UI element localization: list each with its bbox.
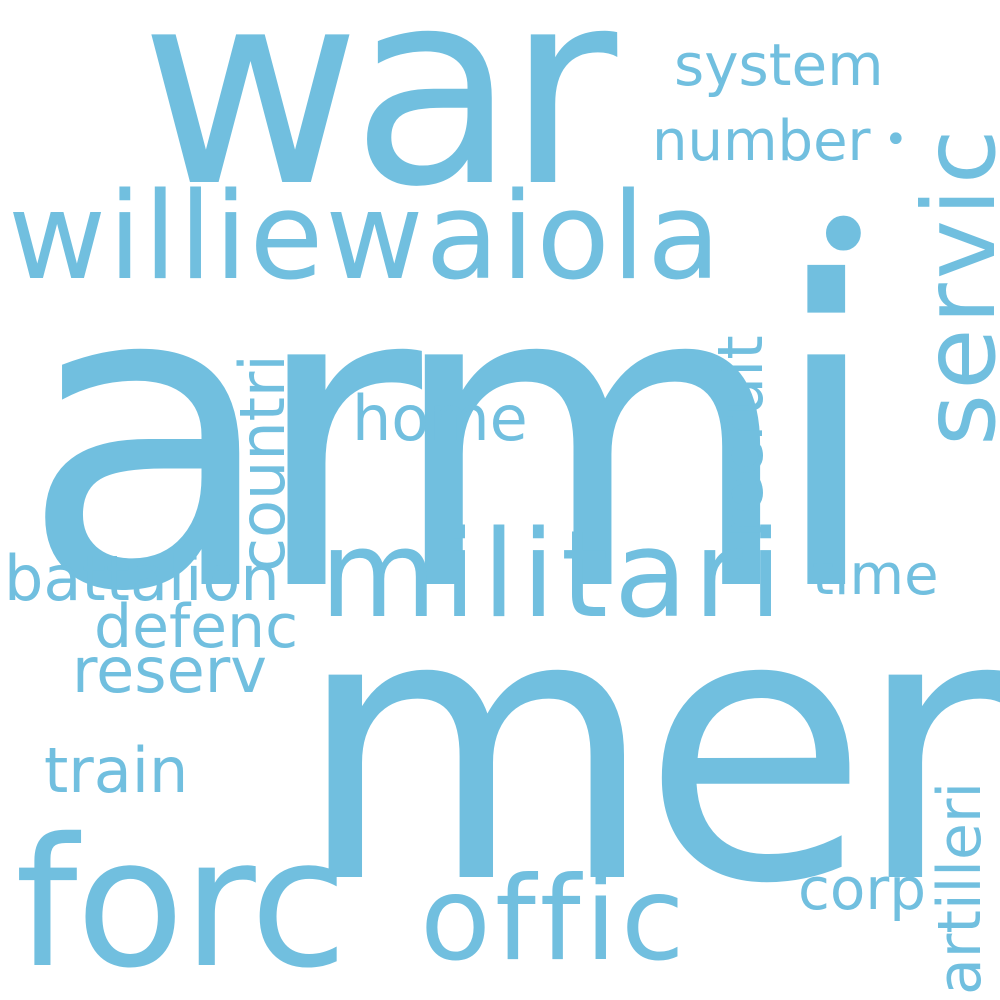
- word-offic: offic: [420, 852, 689, 987]
- word-reserv: reserv: [72, 634, 267, 707]
- word-servic: servic: [901, 125, 1000, 446]
- word-armi: armi: [20, 195, 884, 684]
- word-bullet-small: •: [884, 117, 908, 163]
- word-forc: forc: [15, 800, 348, 1000]
- word-number: number: [652, 109, 871, 174]
- word-countri: countri: [226, 354, 299, 572]
- word-train: train: [44, 734, 189, 807]
- word-corp: corp: [798, 855, 927, 923]
- word-militari: militari: [320, 506, 789, 645]
- word-recruit: recruit: [704, 335, 777, 538]
- word-home: home: [352, 382, 528, 455]
- word-williewaiola: williewaiola: [8, 168, 723, 307]
- word-bullet: •: [808, 168, 879, 307]
- word-war: war: [140, 0, 617, 246]
- word-system: system: [674, 31, 884, 99]
- word-artilleri: artilleri: [925, 781, 995, 995]
- word-time: time: [812, 543, 939, 608]
- word-defenc: defenc: [94, 592, 299, 662]
- word-battalion: battalion: [4, 542, 280, 615]
- word-men: men: [295, 535, 1000, 965]
